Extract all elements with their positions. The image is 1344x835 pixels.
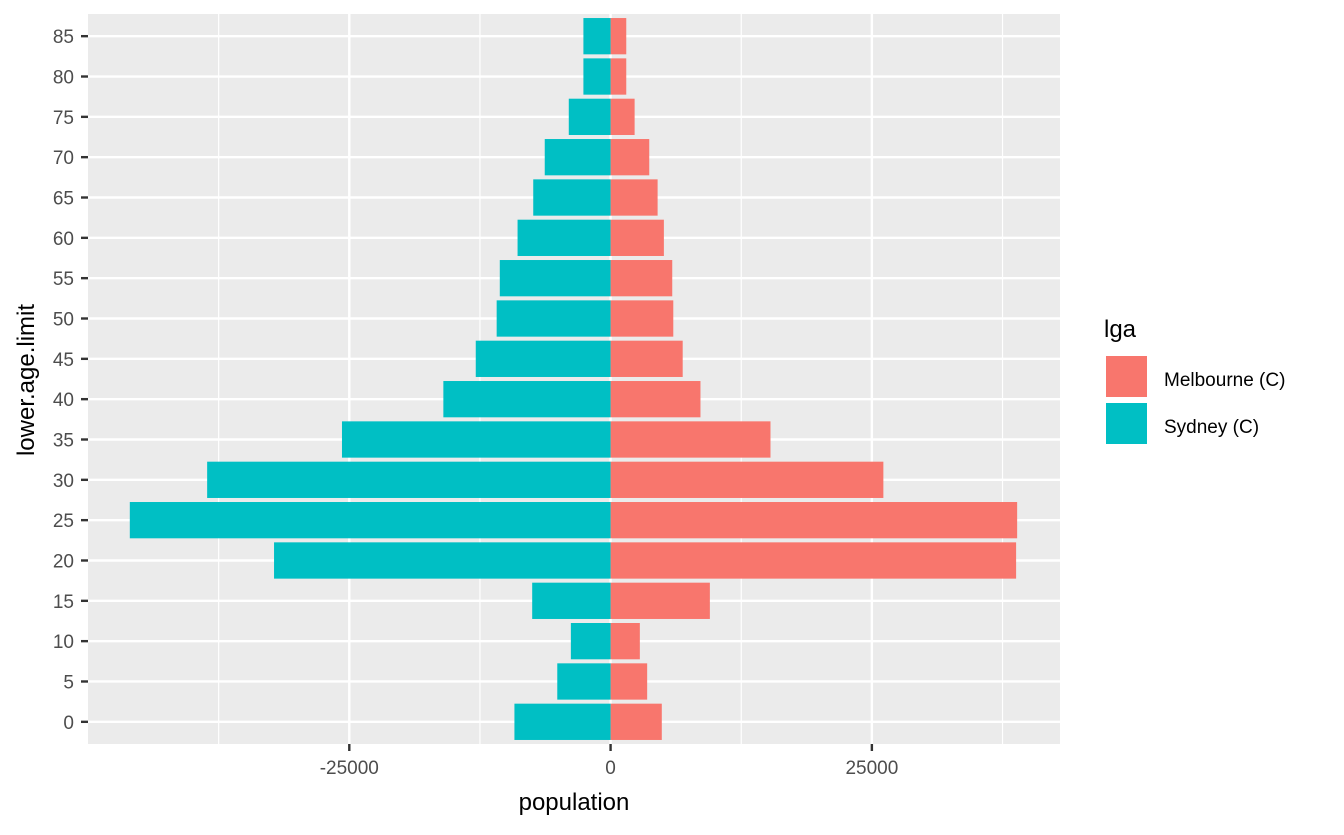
x-axis: -25000 0 25000: [320, 744, 898, 779]
bar-sydney-c-15: [532, 582, 611, 619]
bar-melbourne-c-50: [610, 300, 674, 337]
y-tick-label: 35: [53, 430, 74, 451]
bars-group: [129, 18, 1018, 740]
y-tick-label: 30: [53, 471, 74, 492]
legend-key-sydney: [1104, 401, 1149, 446]
bar-melbourne-c-40: [610, 381, 701, 418]
bar-sydney-c-20: [274, 542, 611, 579]
legend-label-melbourne: Melbourne (C): [1164, 370, 1285, 391]
bar-melbourne-c-75: [610, 98, 635, 135]
x-tick-label: 0: [605, 758, 616, 779]
bar-sydney-c-75: [568, 98, 611, 135]
bar-melbourne-c-55: [610, 260, 673, 297]
y-tick-label: 85: [53, 27, 74, 48]
y-tick-label: 65: [53, 189, 74, 210]
bar-melbourne-c-15: [610, 582, 710, 619]
bar-sydney-c-5: [557, 663, 611, 700]
y-tick-label: 20: [53, 551, 74, 572]
bar-melbourne-c-85: [610, 18, 627, 55]
y-tick-label: 40: [53, 390, 74, 411]
y-tick-label: 15: [53, 592, 74, 613]
bar-sydney-c-25: [129, 502, 611, 539]
bar-melbourne-c-60: [610, 219, 664, 256]
bar-melbourne-c-80: [610, 58, 627, 95]
y-tick-label: 60: [53, 229, 74, 250]
bar-sydney-c-35: [341, 421, 611, 458]
y-tick-label: 0: [63, 713, 74, 734]
bar-melbourne-c-20: [610, 542, 1017, 579]
y-axis-title: lower.age.limit: [13, 304, 40, 456]
bar-melbourne-c-35: [610, 421, 771, 458]
x-tick-label: -25000: [320, 758, 379, 779]
y-tick-label: 50: [53, 310, 74, 331]
x-tick-label: 25000: [845, 758, 898, 779]
legend: lga Melbourne (C) Sydney (C): [1104, 316, 1285, 446]
y-tick-label: 70: [53, 148, 74, 169]
bar-melbourne-c-30: [610, 461, 884, 498]
legend-title: lga: [1104, 316, 1137, 343]
y-tick-label: 55: [53, 269, 74, 290]
bar-sydney-c-65: [533, 179, 611, 216]
bar-melbourne-c-0: [610, 703, 662, 740]
legend-label-sydney: Sydney (C): [1164, 417, 1259, 438]
y-tick-label: 5: [63, 672, 74, 693]
bar-melbourne-c-25: [610, 502, 1018, 539]
bar-sydney-c-80: [583, 58, 611, 95]
y-tick-label: 10: [53, 632, 74, 653]
x-axis-title: population: [519, 789, 630, 816]
bar-melbourne-c-10: [610, 623, 640, 660]
y-axis: 0 5 10 15 20 25 30 35 40 45 50 55 60 65 70 75 80 85: [53, 27, 88, 734]
y-tick-label: 80: [53, 68, 74, 89]
y-tick-label: 25: [53, 511, 74, 532]
legend-key-melbourne: [1104, 354, 1149, 399]
bar-sydney-c-55: [499, 260, 611, 297]
minor-gridlines: [218, 14, 1004, 744]
bar-melbourne-c-70: [610, 139, 650, 176]
bar-melbourne-c-5: [610, 663, 648, 700]
bar-sydney-c-60: [517, 219, 611, 256]
bar-melbourne-c-45: [610, 340, 683, 377]
bar-sydney-c-0: [514, 703, 611, 740]
bar-sydney-c-85: [583, 18, 611, 55]
bar-melbourne-c-65: [610, 179, 658, 216]
y-tick-label: 45: [53, 350, 74, 371]
bar-sydney-c-10: [570, 623, 611, 660]
bar-sydney-c-40: [443, 381, 611, 418]
bar-sydney-c-70: [544, 139, 611, 176]
y-tick-label: 75: [53, 108, 74, 129]
bar-sydney-c-50: [496, 300, 611, 337]
bar-sydney-c-45: [475, 340, 611, 377]
plot-panel: [88, 14, 1060, 744]
bar-sydney-c-30: [207, 461, 611, 498]
